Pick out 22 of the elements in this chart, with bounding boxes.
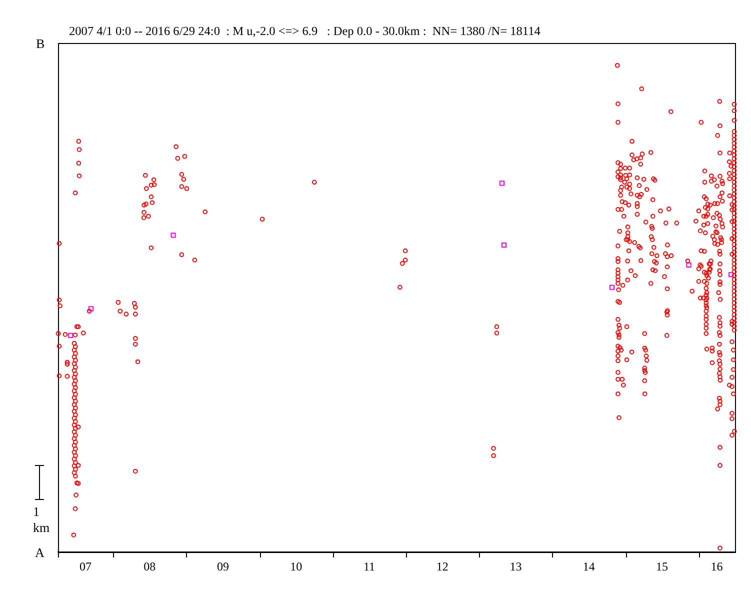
text: 1 km [33, 504, 51, 536]
x-tick-label: 09 [216, 559, 229, 574]
text: A [35, 545, 46, 561]
x-tick-label: 11 [363, 559, 376, 574]
text: B [36, 36, 46, 52]
x-tick-label: 14 [582, 559, 595, 574]
x-tick-label: 15 [656, 559, 668, 574]
x-tick-label: 13 [510, 559, 522, 574]
x-tick-label: 12 [436, 559, 448, 574]
point [88, 306, 94, 312]
point [501, 242, 506, 248]
point [68, 332, 74, 338]
x-tick-label: 10 [290, 559, 302, 574]
point [609, 284, 614, 290]
point [728, 272, 734, 278]
chart-title: 2007 4/1 0:0 -- 2016 6/29 24:0 : M u,-2.0 <=> 6.9 : Dep 0.0 - 30.0km : NN= 1380 /N= 18114 [69, 24, 540, 38]
x-tick-label: 07 [79, 559, 92, 574]
point [170, 232, 176, 238]
x-tick-label: 08 [144, 559, 156, 574]
x-tick-label: 16 [710, 559, 723, 574]
point [686, 262, 692, 268]
point [499, 180, 504, 186]
